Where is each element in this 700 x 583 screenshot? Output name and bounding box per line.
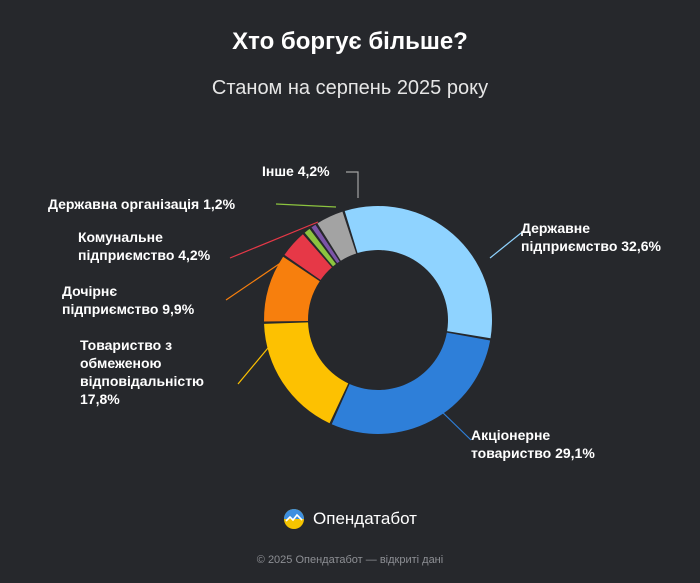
leader-line [229, 221, 319, 259]
opendatabot-logo-icon [284, 509, 305, 529]
donut-slice [264, 322, 349, 424]
leader-line [275, 203, 337, 208]
donut-slice [331, 332, 491, 434]
footer-note: © 2025 Опендатабот — відкриті дані [256, 554, 444, 566]
donut-slice [304, 228, 336, 267]
slice-label: Комунальне підприємство 4,2% [78, 229, 211, 263]
brand: Опендатабот [0, 508, 700, 530]
donut-slice [311, 224, 340, 264]
chart-subtitle: Станом на серпень 2025 року [211, 77, 489, 99]
donut-slice [317, 211, 357, 261]
slice-label: Державне підприємство 32,6% [521, 220, 662, 254]
leader-line [237, 347, 269, 385]
leader-line [346, 171, 359, 198]
donut-slice [344, 205, 493, 339]
leader-line [489, 232, 522, 259]
donut-slice [284, 234, 332, 280]
slice-label: Товариство з обмеженою відповідальністю 17,… [80, 337, 204, 407]
chart-title: Хто боргує більше? [232, 28, 468, 55]
leader-line [437, 407, 472, 441]
slice-label: Акціонерне товариство 29,1% [471, 427, 595, 461]
leader-line [225, 261, 283, 301]
brand-name: Опендатабот [313, 509, 417, 528]
slice-label: Державна організація 1,2% [48, 196, 236, 212]
slice-label: Дочірнє підприємство 9,9% [62, 283, 195, 317]
donut-slice [264, 256, 320, 322]
slice-label: Інше 4,2% [262, 163, 330, 179]
